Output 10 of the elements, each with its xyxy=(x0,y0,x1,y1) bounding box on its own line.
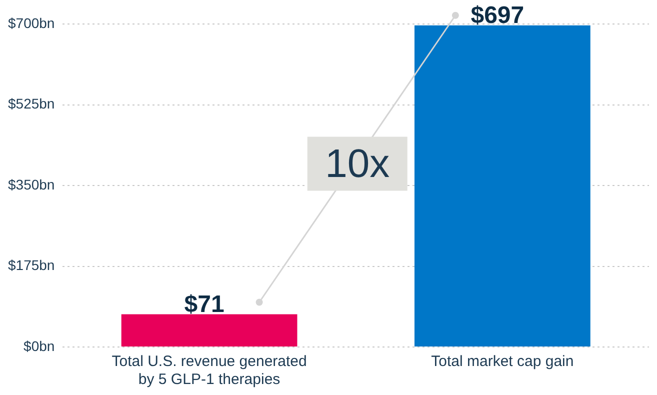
data-label: $697 xyxy=(470,2,524,30)
y-tick-label: $700bn xyxy=(8,14,55,31)
annotation: 10x xyxy=(325,142,390,186)
x-tick-label: Total market cap gain xyxy=(431,353,574,370)
y-tick-label: $0bn xyxy=(24,338,55,354)
y-tick-label: $350bn xyxy=(8,176,55,192)
y-tick-label: $525bn xyxy=(8,96,55,112)
data-label: $71 xyxy=(184,290,224,318)
y-tick-label: $175bn xyxy=(8,257,55,274)
x-tick-label: Total U.S. revenue generated by 5 GLP-1 therapies xyxy=(112,353,307,388)
